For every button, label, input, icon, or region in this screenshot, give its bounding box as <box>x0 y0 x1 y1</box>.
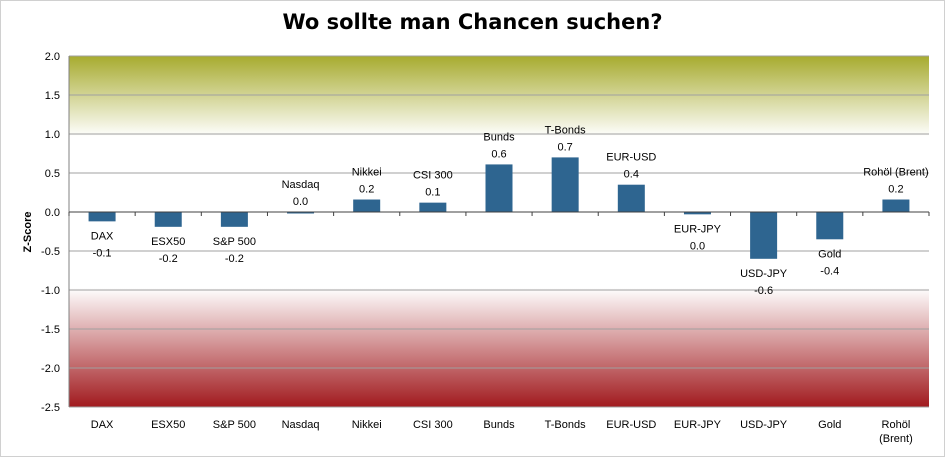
x-tick-label: EUR-USD <box>606 419 656 431</box>
y-tick-label: 2.0 <box>45 51 60 63</box>
x-tick-label: ESX50 <box>151 419 185 431</box>
bar <box>816 212 844 240</box>
data-label-name: Nikkei <box>352 167 382 179</box>
bar <box>617 184 645 212</box>
gridlines <box>69 55 929 408</box>
x-tick-label: Rohöl <box>882 419 911 431</box>
bar <box>551 157 579 212</box>
data-label-value: 0.4 <box>624 169 639 181</box>
y-tick-label: 1.0 <box>45 129 60 141</box>
x-tick-label: T-Bonds <box>545 419 586 431</box>
bar <box>287 212 315 214</box>
x-tick-label: DAX <box>91 419 114 431</box>
y-tick-label: 0.5 <box>45 168 60 180</box>
data-label-value: 0.2 <box>888 184 903 196</box>
data-label-name: T-Bonds <box>545 124 586 136</box>
chart-title: Wo sollte man Chancen suchen? <box>282 10 663 34</box>
bar <box>419 202 447 212</box>
data-label-value: 0.7 <box>558 141 573 153</box>
bar <box>353 199 381 212</box>
x-tick-label: Nikkei <box>352 419 382 431</box>
data-label-name: Nasdaq <box>282 179 320 191</box>
x-tick-label: CSI 300 <box>413 419 453 431</box>
data-label-value: -0.6 <box>754 285 773 297</box>
x-tick-label: Gold <box>818 419 841 431</box>
bar <box>750 212 778 259</box>
x-tick-label: Nasdaq <box>282 419 320 431</box>
x-tick-label: S&P 500 <box>213 419 256 431</box>
y-tick-label: -1.5 <box>41 324 60 336</box>
y-tick-label: -2.5 <box>41 402 60 414</box>
data-label-value: -0.1 <box>93 247 112 259</box>
data-label-name: USD-JPY <box>740 268 788 280</box>
data-label-name: EUR-USD <box>606 152 656 164</box>
x-tick-label: EUR-JPY <box>674 419 722 431</box>
data-label-value: 0.1 <box>425 187 440 199</box>
data-label-name: Bunds <box>483 131 515 143</box>
bar <box>683 212 711 215</box>
x-tick-label: USD-JPY <box>740 419 788 431</box>
data-label-value: -0.2 <box>225 253 244 265</box>
data-label-name: S&P 500 <box>213 236 256 248</box>
x-tick-label: (Brent) <box>879 433 913 445</box>
data-label-value: 0.0 <box>690 240 705 252</box>
y-axis-ticks: 2.0 1.5 1.0 0.5 0.0 -0.5 -1.0 -1.5 -2.0 -2.5 <box>41 51 70 414</box>
bar <box>88 212 116 222</box>
data-label-value: -0.4 <box>820 265 839 277</box>
y-tick-label: -1.0 <box>41 285 60 297</box>
bar <box>882 199 910 212</box>
y-tick-label: -0.5 <box>41 246 60 258</box>
bar <box>220 212 248 227</box>
data-label-value: 0.2 <box>359 184 374 196</box>
data-label-value: -0.2 <box>159 253 178 265</box>
data-label-name: EUR-JPY <box>674 223 722 235</box>
data-label-name: CSI 300 <box>413 170 453 182</box>
data-label-name: ESX50 <box>151 236 185 248</box>
plot-area <box>69 56 929 407</box>
data-label-name: DAX <box>91 230 114 242</box>
bar <box>485 164 513 212</box>
bar <box>154 212 182 227</box>
data-labels: DAX -0.1 ESX50 -0.2 S&P 500 -0.2 Nasdaq 0.0 Nikk… <box>91 124 929 296</box>
data-label-name: Gold <box>818 248 841 260</box>
bars <box>88 157 910 259</box>
data-label-name: Rohöl (Brent) <box>863 167 928 179</box>
y-tick-label: -2.0 <box>41 363 60 375</box>
x-axis-categories: DAX ESX50 S&P 500 Nasdaq Nikkei CSI 300 Bunds T… <box>91 419 913 445</box>
y-tick-label: 1.5 <box>45 90 60 102</box>
data-label-value: 0.6 <box>491 148 506 160</box>
y-tick-label: 0.0 <box>45 207 60 219</box>
y-axis-label: Z-Score <box>22 212 34 253</box>
x-tick-label: Bunds <box>483 419 515 431</box>
x-axis <box>68 211 930 216</box>
data-label-value: 0.0 <box>293 196 308 208</box>
